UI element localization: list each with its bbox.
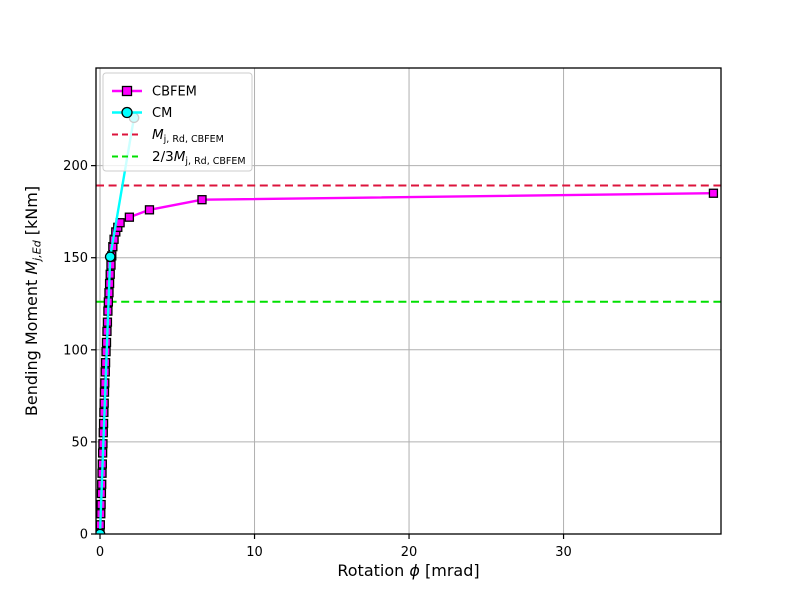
y-tick-label: 0 — [80, 528, 88, 543]
reference-lines — [96, 184, 721, 303]
x-tick-label: 30 — [555, 545, 572, 560]
y-tick-label: 150 — [63, 251, 88, 266]
data-point-square — [124, 212, 135, 222]
data-point-square — [144, 205, 155, 215]
y-tick-label: 50 — [71, 435, 88, 450]
legend-item-cbfem: CBFEM — [112, 85, 197, 100]
legend-label: CBFEM — [152, 85, 197, 100]
x-tick-label: 20 — [401, 545, 418, 560]
series-line-cbfem — [98, 192, 714, 534]
legend-square-marker-icon — [121, 85, 133, 97]
y-axis-label: Bending Moment Mj,Ed [kNm] — [22, 186, 44, 416]
x-tick-label: 10 — [246, 545, 263, 560]
axis-labels: Rotation ϕ [mrad] Bending Moment Mj,Ed [k… — [22, 186, 480, 580]
x-axis-label: Rotation ϕ [mrad] — [337, 561, 479, 580]
x-tick-label: 0 — [96, 545, 104, 560]
legend-item-hline-1: 2/3Mj, Rd, CBFEM — [112, 149, 246, 167]
y-tick-label: 200 — [63, 159, 88, 174]
data-point-square — [197, 195, 207, 205]
legend-label: 2/3Mj, Rd, CBFEM — [152, 149, 246, 167]
legend-item-cm: CM — [112, 106, 172, 121]
legend-circle-marker-icon — [121, 106, 133, 119]
data-point-circle — [104, 251, 116, 263]
x-axis: 0 10 20 30 — [96, 534, 572, 560]
series — [96, 112, 719, 534]
series-cm — [96, 112, 140, 534]
y-tick-label: 100 — [63, 343, 88, 358]
series-cbfem — [96, 188, 719, 534]
legend-item-hline-0: Mj, Rd, CBFEM — [112, 127, 224, 145]
y-axis: 0 50 100 150 200 — [63, 159, 96, 543]
legend-label: Mj, Rd, CBFEM — [152, 127, 224, 145]
legend-box — [102, 72, 253, 172]
legend: CBFEM CM Mj, Rd, CBFEM 2/3Mj, Rd, CBFEM — [102, 72, 253, 172]
legend-label: CM — [152, 106, 172, 121]
data-point-square — [708, 188, 719, 198]
